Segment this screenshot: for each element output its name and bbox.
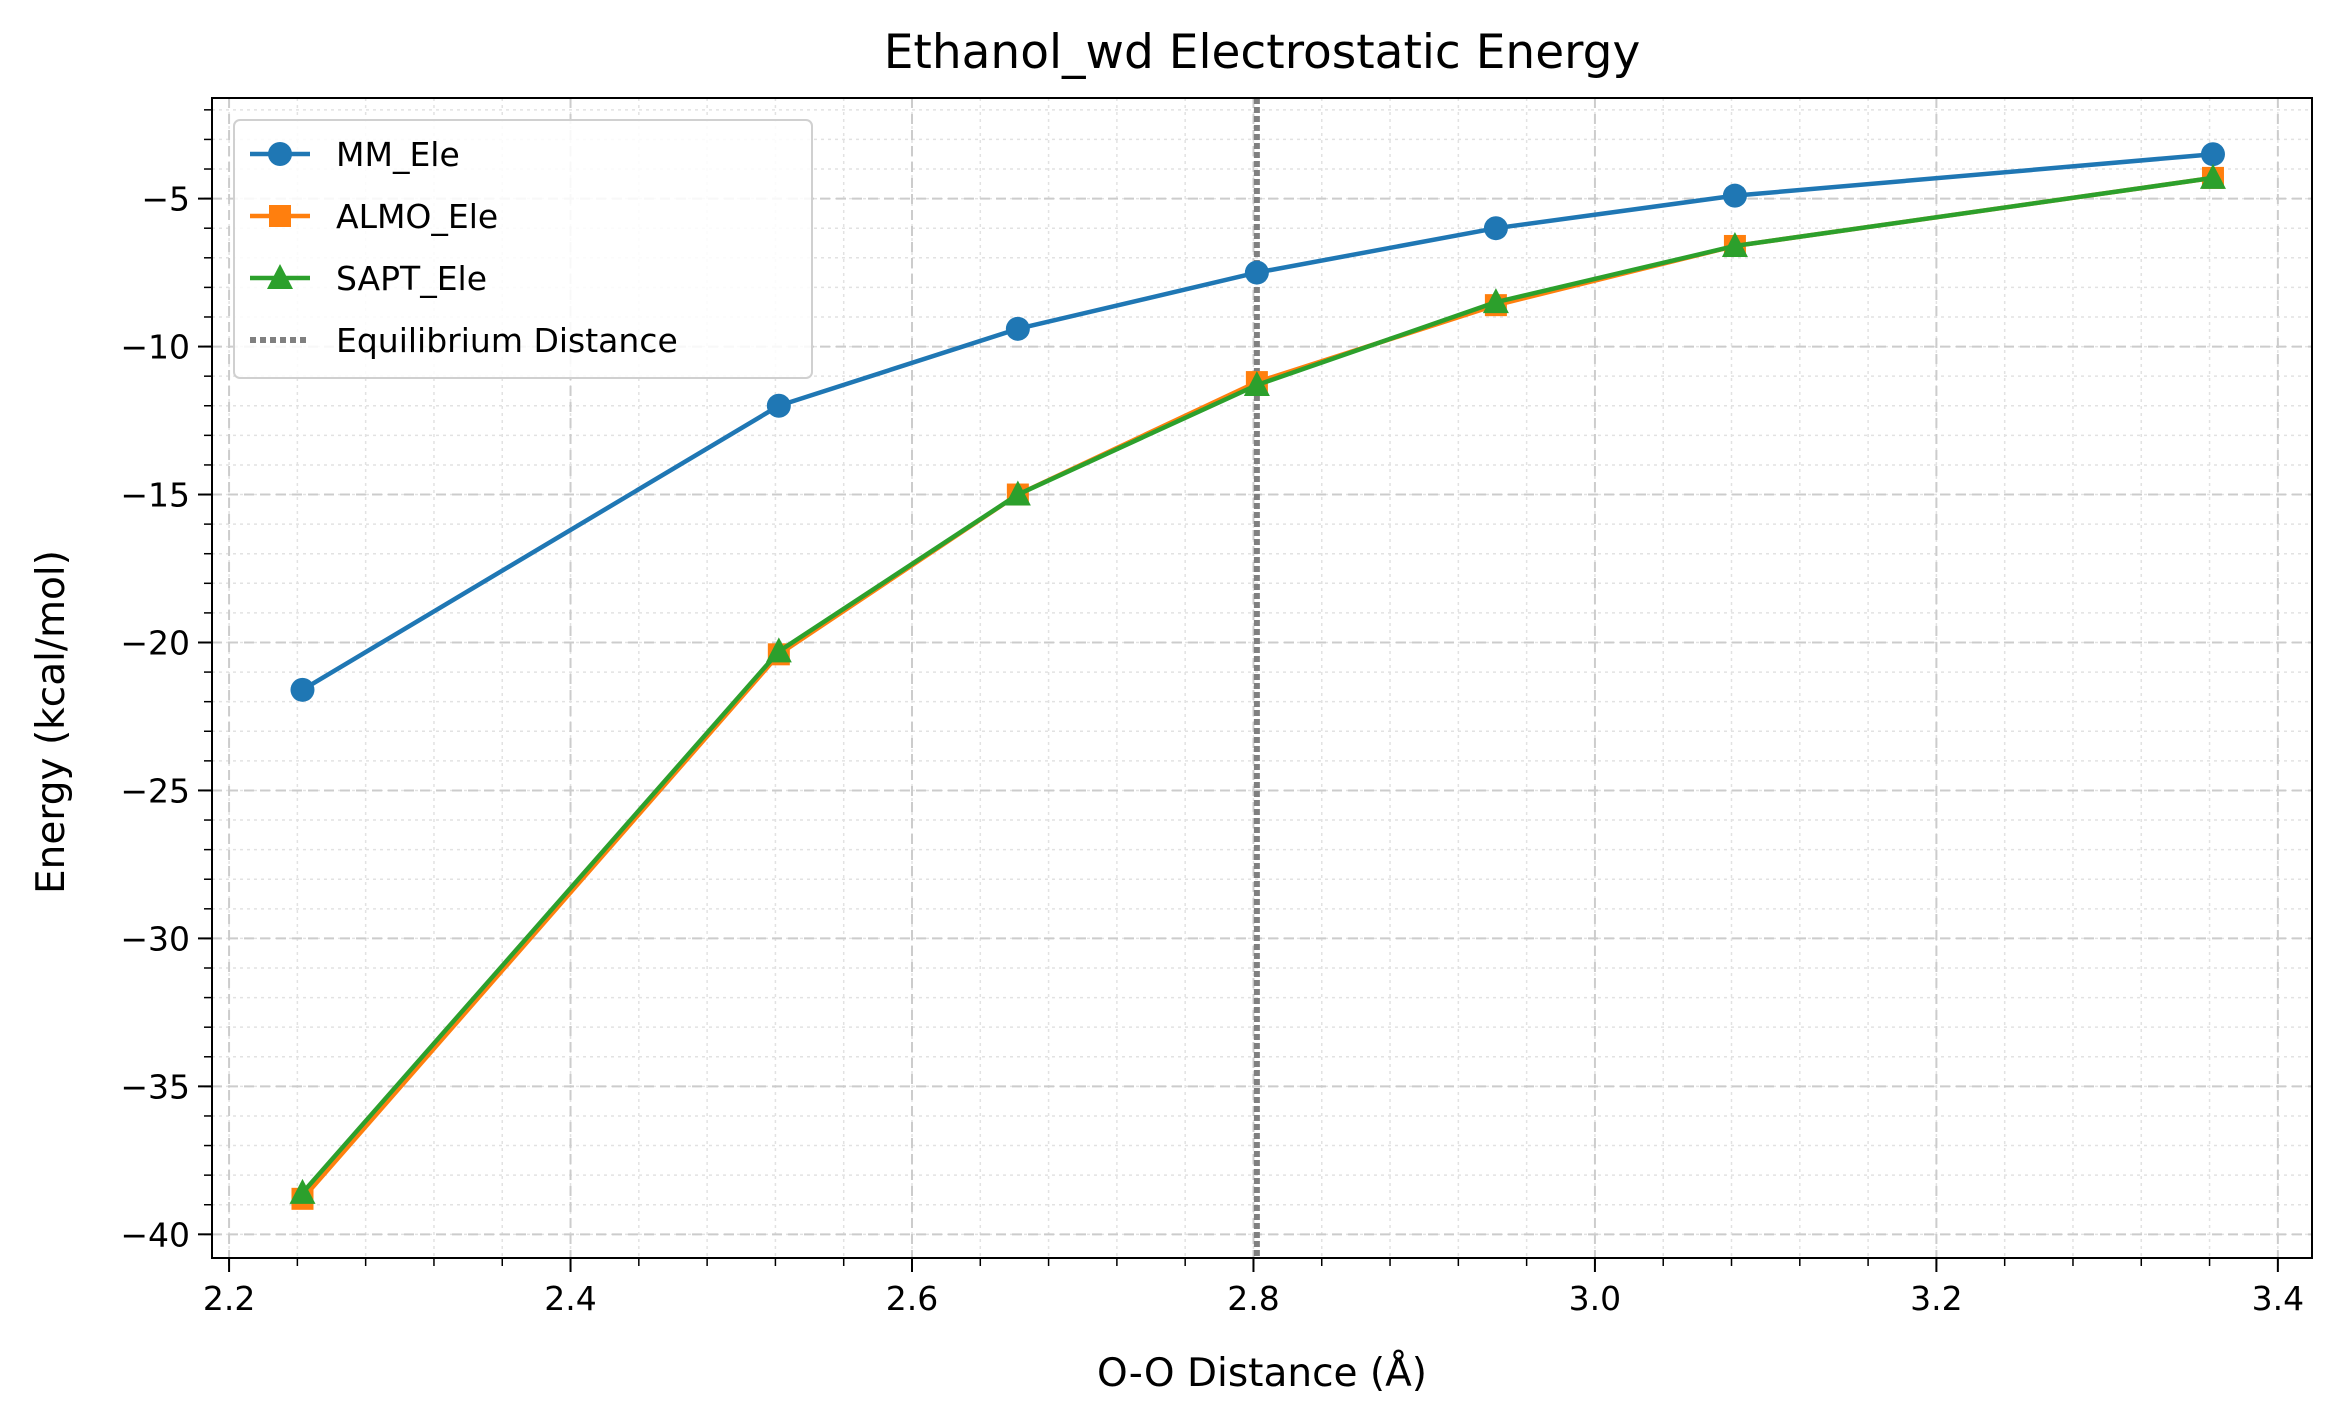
legend-entry-mm-ele: MM_Ele — [250, 135, 460, 174]
legend-marker-mm-ele — [268, 142, 292, 166]
data-point-mm-ele — [1005, 316, 1030, 341]
axis-ticks: 2.2 2.4 2.6 2.8 3.0 3.2 3.4 −5 −10 −15 −20 −25 −30 −3… — [120, 109, 2304, 1318]
series-mm-ele — [290, 142, 2225, 702]
series-layer — [289, 142, 2226, 1210]
data-point-sapt-ele — [1721, 231, 1748, 257]
data-point-mm-ele — [290, 677, 315, 702]
legend-marker-almo-ele — [269, 205, 291, 227]
legend-entry-equilibrium-distance: Equilibrium Distance — [250, 321, 678, 360]
data-point-sapt-ele — [1243, 371, 1270, 397]
y-tick-label: −40 — [120, 1215, 190, 1254]
data-point-sapt-ele — [765, 637, 792, 663]
series-sapt-ele — [289, 163, 2226, 1204]
legend-marker-sapt-ele — [267, 264, 293, 289]
legend-entry-almo-ele: ALMO_Ele — [250, 197, 498, 236]
x-tick-label: 3.4 — [2252, 1279, 2304, 1318]
y-tick-label: −30 — [120, 919, 190, 958]
x-tick-label: 3.2 — [1910, 1279, 1962, 1318]
grid — [212, 98, 2312, 1258]
data-point-mm-ele — [1483, 216, 1508, 241]
x-tick-label: 2.2 — [203, 1279, 255, 1318]
data-point-sapt-ele — [2199, 163, 2226, 189]
data-point-sapt-ele — [1482, 288, 1509, 314]
data-point-mm-ele — [766, 393, 791, 418]
data-point-mm-ele — [1722, 183, 1747, 208]
data-point-sapt-ele — [1004, 480, 1031, 506]
legend-entry-sapt-ele: SAPT_Ele — [250, 259, 487, 298]
y-tick-label: −20 — [120, 623, 190, 662]
legend-label-equilibrium-distance: Equilibrium Distance — [336, 321, 678, 360]
legend: MM_Ele ALMO_Ele SAPT_Ele Equilibrium Distan… — [233, 119, 813, 379]
plot-frame — [211, 97, 2313, 1259]
legend-box — [233, 119, 813, 379]
y-axis-label: Energy (kcal/mol) — [29, 550, 74, 894]
data-point-mm-ele — [1244, 260, 1269, 285]
y-tick-label: −5 — [141, 180, 190, 219]
x-tick-label: 2.8 — [1227, 1279, 1279, 1318]
y-tick-label: −10 — [120, 328, 190, 367]
y-tick-label: −35 — [120, 1067, 190, 1106]
legend-label-sapt-ele: SAPT_Ele — [336, 259, 487, 298]
legend-label-mm-ele: MM_Ele — [336, 135, 460, 174]
x-axis-label: O-O Distance (Å) — [1097, 1349, 1427, 1396]
y-tick-label: −15 — [120, 476, 190, 515]
data-point-mm-ele — [2200, 142, 2225, 167]
y-tick-label: −25 — [120, 771, 190, 810]
chart-title: Ethanol_wd Electrostatic Energy — [884, 25, 1641, 80]
legend-label-almo-ele: ALMO_Ele — [336, 197, 498, 236]
x-tick-label: 2.4 — [544, 1279, 596, 1318]
x-tick-label: 2.6 — [886, 1279, 938, 1318]
x-tick-label: 3.0 — [1569, 1279, 1621, 1318]
data-point-sapt-ele — [289, 1178, 316, 1204]
